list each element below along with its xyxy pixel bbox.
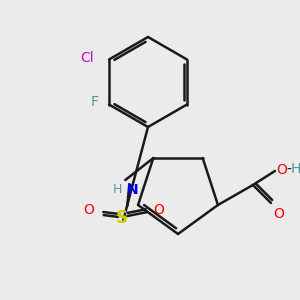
Text: N: N (126, 183, 138, 197)
Text: Cl: Cl (80, 50, 94, 64)
Text: O: O (273, 207, 284, 221)
Text: O: O (83, 203, 94, 217)
Text: O: O (153, 203, 164, 217)
Text: O: O (276, 163, 287, 177)
Text: -: - (286, 163, 291, 177)
Text: S: S (115, 209, 127, 227)
Text: F: F (91, 95, 99, 110)
Text: H: H (113, 183, 122, 196)
Text: H: H (291, 162, 300, 176)
